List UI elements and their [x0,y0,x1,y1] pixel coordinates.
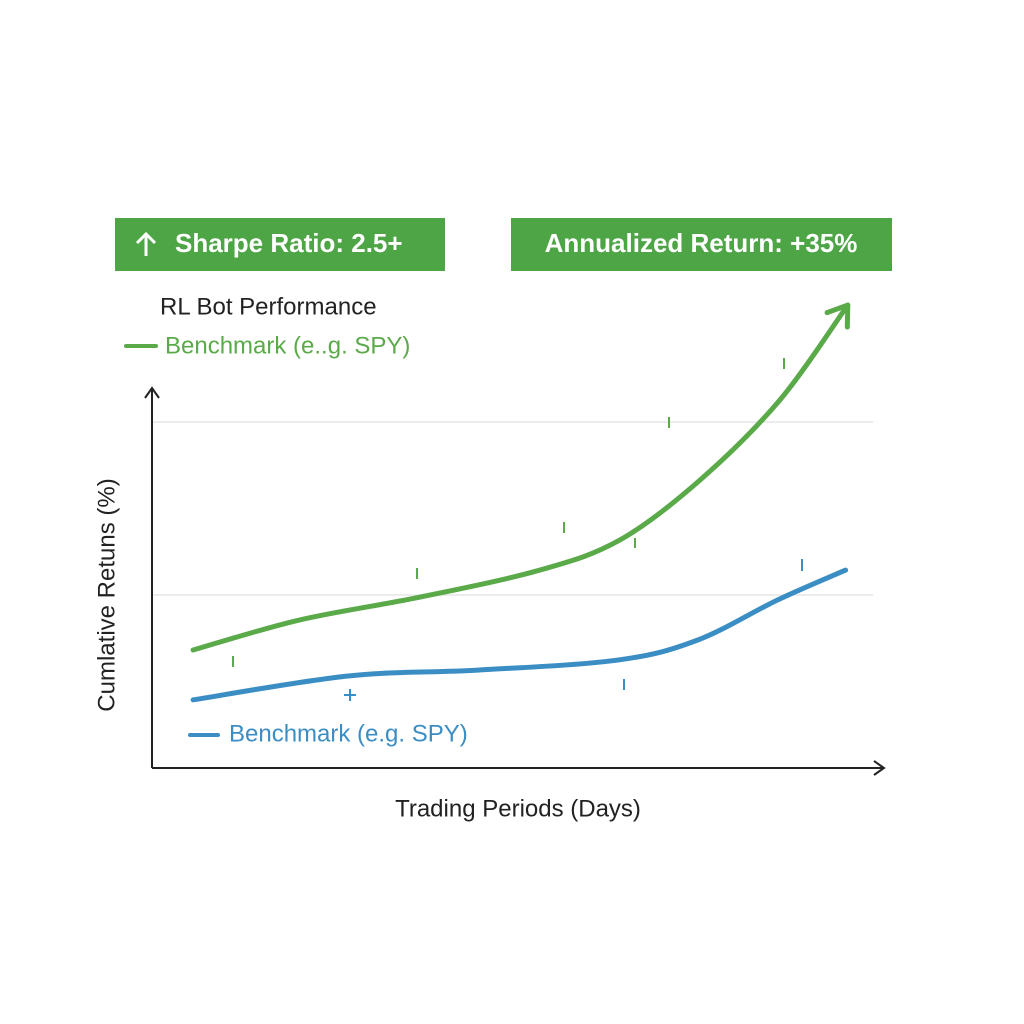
arrow-head [824,302,851,330]
chart-title: RL Bot Performance [160,293,377,320]
y-axis-label: Cumlative Retuns (%) [93,478,120,711]
axes [144,386,886,776]
legend-label: Benchmark (e..g. SPY) [165,332,410,359]
x-axis-label: Trading Periods (Days) [395,795,641,822]
series-line [190,567,849,703]
up-arrow-icon [135,231,157,256]
series-line [190,302,851,653]
badge-text: Annualized Return: +35% [545,228,858,258]
badge-text: Sharpe Ratio: 2.5+ [175,228,403,258]
badge [511,218,892,271]
badge [115,218,445,271]
legend-label: Benchmark (e.g. SPY) [229,720,468,747]
decor-ticks [232,358,803,701]
